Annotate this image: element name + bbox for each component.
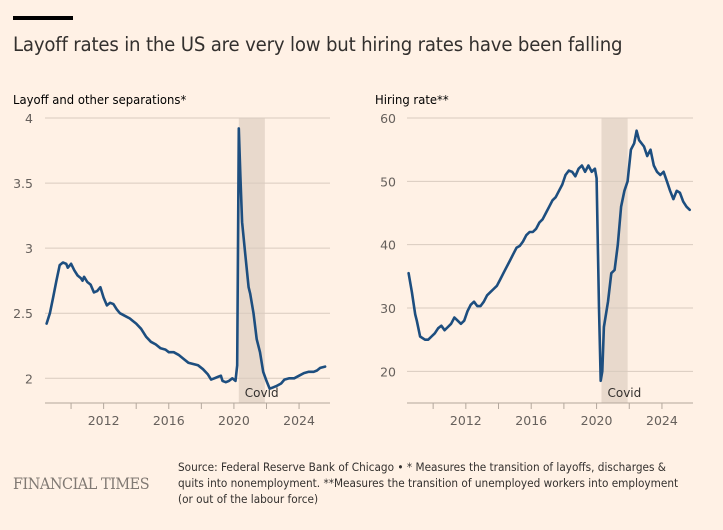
right-x-tick-label: 2012 [450, 413, 482, 428]
right-y-tick-label: 40 [380, 238, 396, 253]
left-series-line [45, 127, 327, 390]
left-y-tick-label: 4 [25, 111, 33, 126]
left-x-tick-label: 2024 [283, 413, 315, 428]
left-y-tick-label: 2.5 [13, 306, 33, 321]
left-x-tick-label: 2012 [88, 413, 120, 428]
ft-top-bar [13, 16, 73, 20]
left-chart-title: Layoff and other separations* [13, 92, 187, 107]
source-note: Source: Federal Reserve Bank of Chicago … [178, 461, 679, 506]
right-y-tick-label: 50 [380, 174, 396, 189]
right-covid-label: Covid [607, 386, 641, 400]
right-y-tick-label: 60 [380, 111, 396, 126]
right-x-tick-label: 2020 [581, 413, 613, 428]
right-x-tick-label: 2024 [646, 413, 678, 428]
left-x-tick-label: 2020 [218, 413, 250, 428]
left-y-tick-label: 3.5 [13, 176, 33, 191]
right-y-tick-label: 20 [380, 364, 396, 379]
page-title: Layoff rates in the US are very low but … [13, 33, 623, 56]
right-series-line [407, 129, 691, 383]
ft-logo: FINANCIAL TIMES [13, 475, 150, 493]
right-y-tick-label: 30 [380, 301, 396, 316]
left-x-tick-label: 2016 [153, 413, 185, 428]
left-y-tick-label: 2 [25, 371, 33, 386]
right-x-tick-label: 2016 [515, 413, 547, 428]
right-chart-title: Hiring rate** [375, 92, 449, 107]
left-y-tick-label: 3 [25, 241, 33, 256]
